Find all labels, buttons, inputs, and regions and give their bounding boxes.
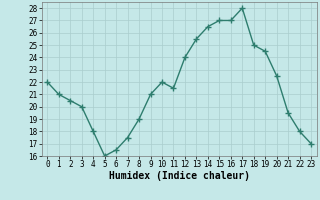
X-axis label: Humidex (Indice chaleur): Humidex (Indice chaleur)	[109, 171, 250, 181]
